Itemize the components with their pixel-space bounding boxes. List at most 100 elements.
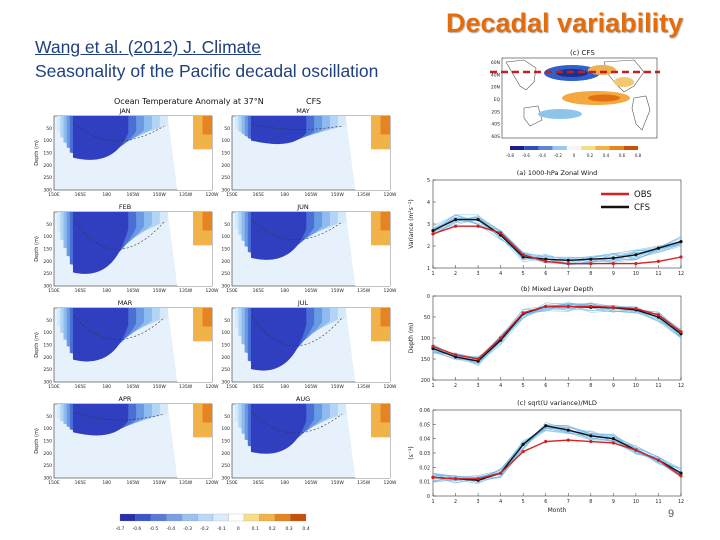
chart-xtick: 8: [589, 383, 592, 389]
chart-xtick: 12: [678, 499, 684, 505]
section-depth-tick: 250: [221, 271, 230, 277]
chart-xlabel: Month: [548, 507, 567, 514]
map-colorbar-tick: 0.4: [603, 153, 610, 158]
data-point-obs: [544, 439, 548, 444]
section-lon-tick: 180: [102, 288, 111, 294]
sections-colorbar-tick: 0: [237, 526, 240, 532]
section-depth-tick: 150: [43, 439, 52, 445]
slide-title: Decadal variability: [446, 8, 684, 38]
map-label: (c) CFS: [570, 49, 595, 57]
section-lon-tick: 165W: [304, 192, 318, 198]
map-colorbar-tick: -0.2: [554, 153, 562, 158]
data-point-cfs: [476, 218, 480, 222]
legend-label-obs: OBS: [634, 190, 652, 200]
map-warm-anomaly-north: [588, 65, 616, 75]
chart-xtick: 12: [678, 271, 684, 277]
section-depth-tick: 200: [221, 451, 230, 457]
sections-colorbar-tick: -0.4: [166, 526, 175, 532]
section-lon-tick: 180: [280, 288, 289, 294]
section-depth-tick: 100: [221, 138, 230, 144]
map-colorbar-tick: 0.8: [635, 153, 642, 158]
section-lon-tick: 165W: [126, 384, 140, 390]
data-point-obs: [499, 336, 503, 340]
chart-xtick: 6: [544, 383, 547, 389]
sections-colorbar-swatch: [212, 513, 229, 522]
section-lon-tick: 165W: [126, 288, 140, 294]
data-point-obs: [679, 474, 683, 478]
section-depth-tick: 50: [224, 318, 230, 324]
section-lon-tick: 150W: [153, 480, 167, 486]
sections-colorbar-swatch: [135, 513, 152, 522]
chart-xtick: 9: [612, 271, 615, 277]
section-anomaly-layer: [250, 404, 307, 454]
section-lon-tick: 180: [280, 192, 289, 198]
section-depth-tick: 200: [43, 355, 52, 361]
data-point-obs: [679, 255, 683, 259]
map-colorbar-swatch: [623, 146, 638, 150]
sections-colorbar-tick: 0.4: [302, 526, 309, 532]
chart-xtick: 4: [499, 383, 502, 389]
chart-xtick: 7: [567, 499, 570, 505]
chart-xtick: 6: [544, 499, 547, 505]
data-point-cfs: [453, 218, 458, 222]
section-lon-tick: 150E: [226, 288, 238, 294]
map-colorbar-swatch: [538, 146, 553, 150]
section-contour: [251, 123, 343, 130]
section-warm-core: [202, 116, 212, 135]
data-point-cfs: [544, 424, 548, 428]
section-lon-tick: 165E: [75, 288, 87, 294]
section-warm-core: [202, 404, 212, 423]
chart-ytick: 0: [427, 294, 430, 300]
sections-colorbar-tick: -0.7: [116, 526, 125, 532]
chart-xtick: 5: [522, 499, 525, 505]
map-lat-tick: 40N: [491, 72, 500, 78]
section-depth-tick: 300: [43, 476, 52, 482]
section-lon-tick: 150W: [153, 192, 167, 198]
section-depth-tick: 250: [221, 367, 230, 373]
section-depth-tick: 200: [221, 355, 230, 361]
section-lon-tick: 120W: [383, 192, 397, 198]
chart-ytick: 0.04: [419, 437, 430, 443]
ensemble-member-line: [432, 302, 682, 365]
section-lon-tick: 135W: [357, 288, 371, 294]
continent-asia: [505, 59, 537, 91]
sections-colorbar-tick: 0.2: [269, 526, 276, 532]
section-lon-tick: 120W: [383, 480, 397, 486]
map-lat-tick: 60N: [491, 60, 500, 66]
section-lon-tick: 120W: [383, 384, 397, 390]
section-lon-tick: 165W: [304, 480, 318, 486]
section-warm-core: [380, 308, 390, 327]
section-depth-tick: 100: [43, 426, 52, 432]
chart-xtick: 3: [477, 271, 480, 277]
continent-south-america: [631, 95, 651, 131]
map-colorbar-swatch: [581, 146, 596, 150]
data-point-obs: [453, 477, 458, 481]
chart-xtick: 1: [431, 383, 434, 389]
section-ylabel: Depth (m): [34, 140, 40, 166]
data-point-obs: [521, 253, 525, 257]
sections-colorbar-swatch: [228, 513, 245, 522]
section-depth-tick: 300: [221, 380, 230, 386]
section-lon-tick: 150W: [153, 288, 167, 294]
data-point-cfs: [521, 255, 525, 259]
chart-ytick: 50: [424, 315, 430, 321]
ensemble-member-line: [432, 427, 682, 483]
chart-xtick: 8: [589, 499, 592, 505]
section-lon-tick: 165E: [253, 192, 265, 198]
data-point-obs: [566, 304, 570, 309]
section-depth-tick: 150: [221, 343, 230, 349]
section-anomaly-layer: [250, 308, 307, 371]
data-point-obs: [589, 262, 593, 266]
section-lon-tick: 150E: [226, 480, 238, 486]
section-lon-tick: 135W: [179, 192, 193, 198]
data-point-cfs: [679, 240, 683, 244]
sections-colorbar-swatch: [243, 513, 260, 522]
section-lon-tick: 165E: [75, 480, 87, 486]
data-point-obs: [589, 439, 593, 444]
